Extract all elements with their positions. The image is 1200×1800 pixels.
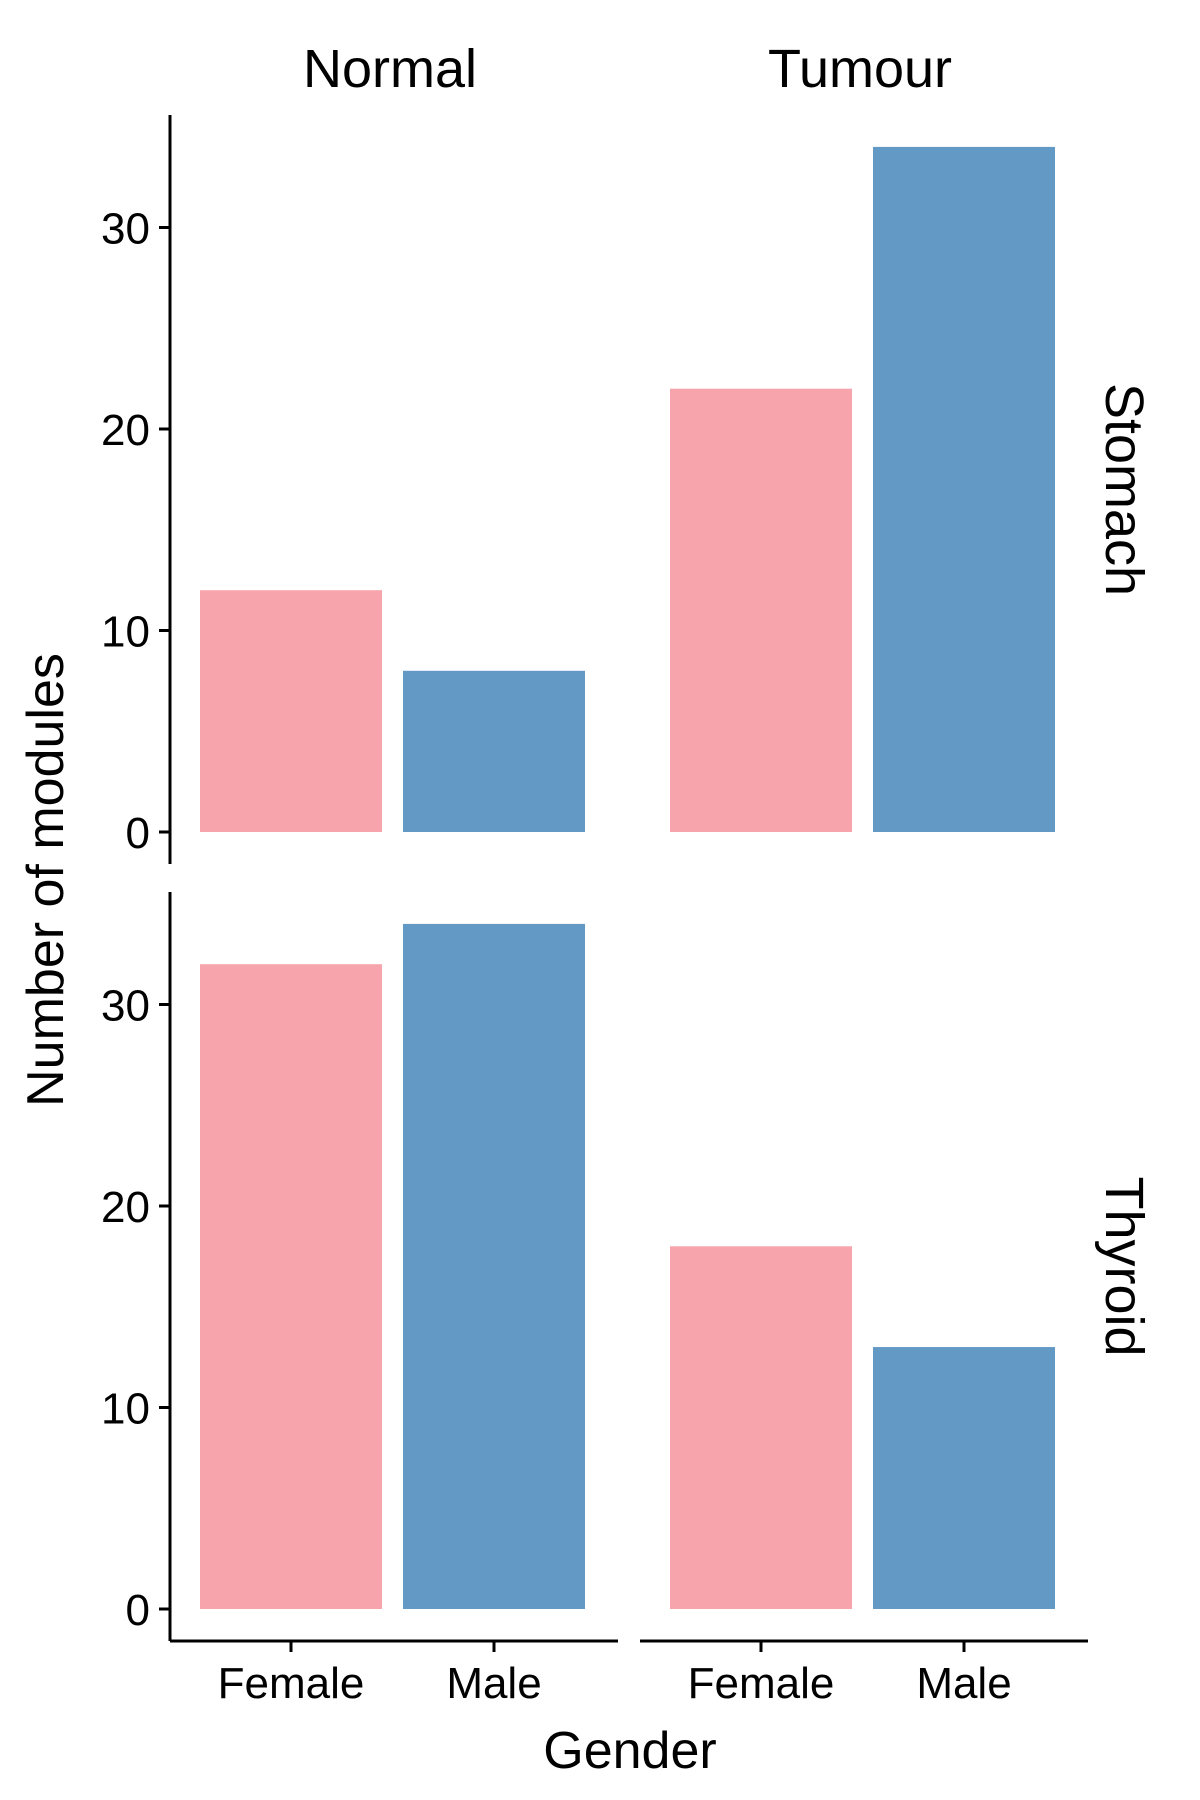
y-axis-title: Number of modules xyxy=(17,653,75,1107)
x-axis-title: Gender xyxy=(543,1722,716,1780)
y-tick-label: 20 xyxy=(101,406,150,455)
facet-column-label: Normal xyxy=(303,39,477,99)
facet-row-label: Stomach xyxy=(1094,383,1154,596)
bar-stomach-tumour-male xyxy=(873,146,1055,832)
x-tick-label: Male xyxy=(916,1659,1011,1708)
facet-row-label: Thyroid xyxy=(1094,1176,1154,1356)
bars-layer xyxy=(200,146,1055,1609)
bar-thyroid-normal-female xyxy=(200,964,382,1609)
facet-column-label: Tumour xyxy=(768,39,952,99)
labels-layer: Gender Number of modules 0 10 20 30 0 10 20 30 F… xyxy=(17,39,1154,1780)
bar-stomach-normal-female xyxy=(200,590,382,832)
y-tick-label: 30 xyxy=(101,982,150,1031)
bar-thyroid-tumour-female xyxy=(670,1246,852,1609)
y-tick-label: 10 xyxy=(101,608,150,657)
y-tick-label: 20 xyxy=(101,1183,150,1232)
bar-thyroid-tumour-male xyxy=(873,1347,1055,1609)
x-tick-label: Male xyxy=(446,1659,541,1708)
bar-stomach-tumour-female xyxy=(670,388,852,832)
bar-stomach-normal-male xyxy=(403,670,585,832)
y-tick-label: 10 xyxy=(101,1385,150,1434)
axes-layer xyxy=(159,115,1088,1652)
y-tick-label: 0 xyxy=(126,1586,150,1635)
x-tick-label: Female xyxy=(688,1659,835,1708)
x-tick-label: Female xyxy=(218,1659,365,1708)
bar-thyroid-normal-male xyxy=(403,923,585,1609)
y-tick-label: 0 xyxy=(126,809,150,858)
y-tick-label: 30 xyxy=(101,205,150,254)
